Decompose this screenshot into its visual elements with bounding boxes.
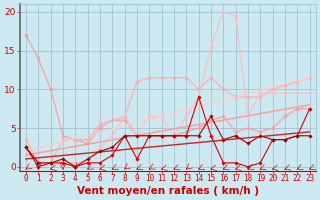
X-axis label: Vent moyen/en rafales ( km/h ): Vent moyen/en rafales ( km/h ) — [77, 186, 259, 196]
